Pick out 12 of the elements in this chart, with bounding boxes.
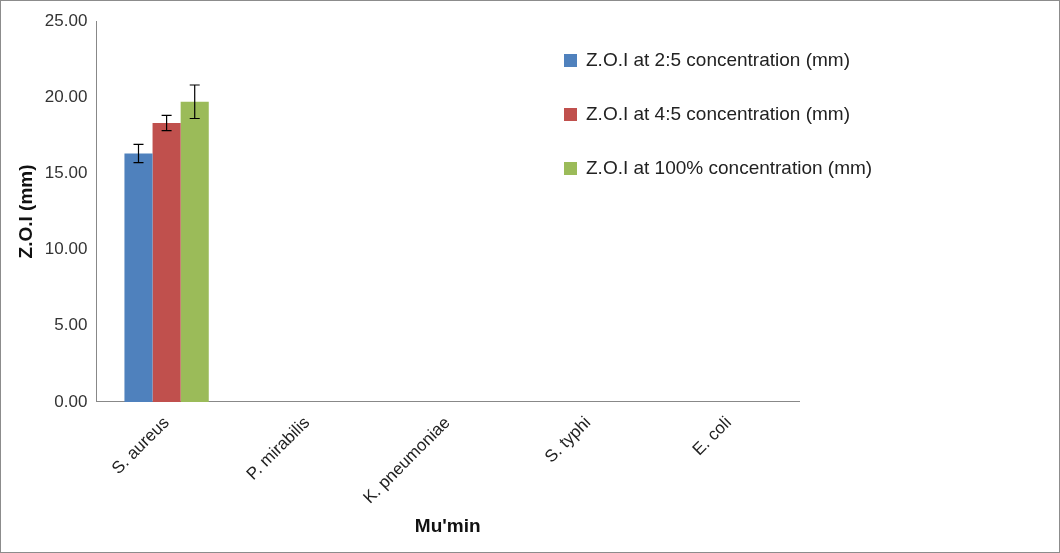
legend-label: Z.O.I at 4:5 concentration (mm) [586,103,850,125]
x-tick-label: E. coli [688,412,735,459]
y-tick-label: 0.00 [54,391,88,411]
legend-label: Z.O.I at 2:5 concentration (mm) [586,49,850,71]
x-axis-title: Mu'min [414,514,481,536]
legend-label: Z.O.I at 100% concentration (mm) [586,157,873,179]
y-axis-title: Z.O.I (mm) [14,164,36,259]
y-tick-label: 15.00 [44,163,88,183]
y-tick-label: 5.00 [54,315,88,335]
y-tick-label: 10.00 [44,239,88,259]
y-tick-label: 20.00 [44,86,88,106]
y-tick-label: 25.00 [44,10,88,30]
